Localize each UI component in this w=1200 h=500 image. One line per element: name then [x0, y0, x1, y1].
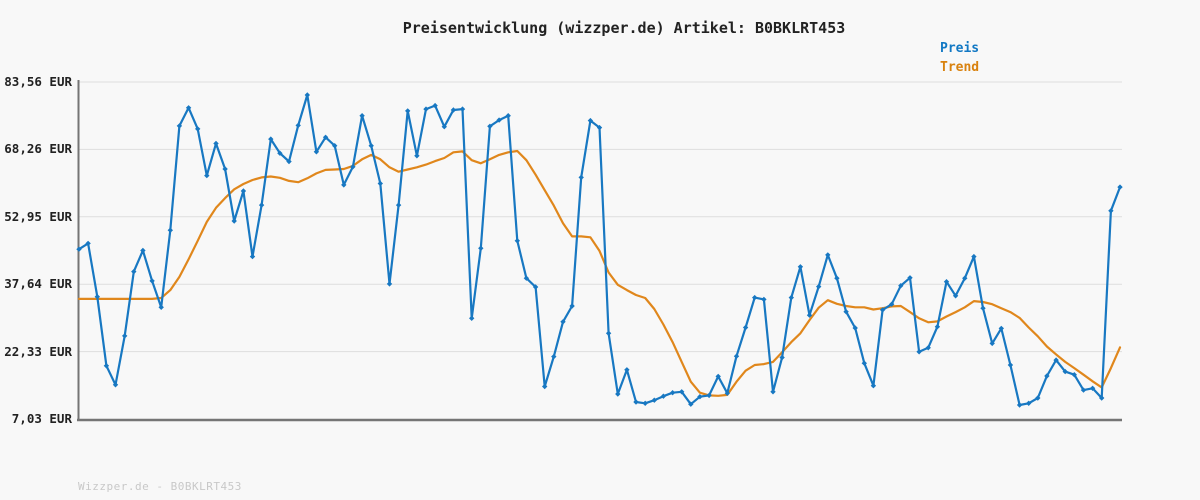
watermark-text: Wizzper.de - B0BKLRT453 [78, 480, 242, 493]
legend-item-trend: Trend [940, 60, 980, 75]
legend: Preis Trend [940, 39, 979, 77]
chart-title: Preisentwicklung (wizzper.de) Artikel: B… [402, 19, 846, 37]
y-axis-tick-label: 52,95 EUR [4, 208, 72, 224]
legend-item-preis: Preis [940, 41, 980, 56]
trend-line [77, 149, 1122, 397]
y-axis-tick-label: 83,56 EUR [4, 74, 72, 89]
y-axis-tick-label: 68,26 EUR [4, 141, 72, 157]
y-axis-tick-label: 22,33 EUR [4, 343, 72, 359]
y-axis-tick-label: 37,64 EUR [4, 276, 72, 292]
y-axis-tick-label: 7,03 EUR [11, 411, 72, 426]
